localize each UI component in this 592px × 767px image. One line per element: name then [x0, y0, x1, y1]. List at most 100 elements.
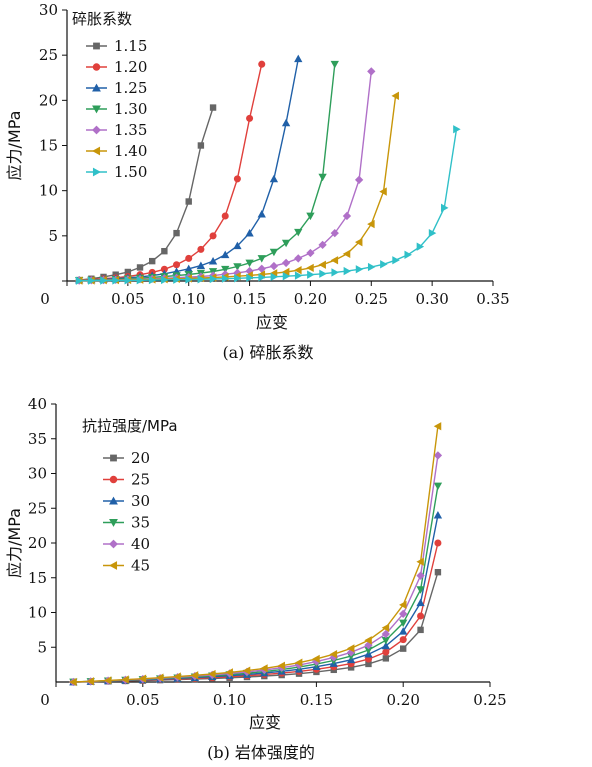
data-point [379, 187, 387, 196]
data-point [257, 209, 266, 218]
legend-entry: 30 [131, 492, 150, 510]
data-point [190, 671, 199, 680]
data-point [277, 661, 286, 670]
data-point [346, 652, 356, 661]
legend-marker [109, 496, 118, 505]
data-point [185, 198, 192, 205]
data-point [100, 276, 108, 285]
data-point [281, 267, 290, 277]
data-point [331, 268, 339, 277]
y-tick-label: 25 [28, 499, 47, 517]
legend-marker [92, 146, 101, 156]
data-point [417, 612, 425, 620]
data-point [417, 626, 424, 634]
data-point [416, 586, 425, 594]
data-point [354, 237, 363, 247]
data-point [399, 609, 408, 619]
data-point [367, 67, 376, 76]
legend-entry: 1.30 [114, 100, 147, 118]
x-tick-label: 0.05 [111, 290, 144, 308]
y-tick-label: 15 [39, 137, 58, 155]
data-point [124, 276, 133, 285]
legend-marker [92, 63, 101, 71]
data-point [399, 627, 408, 635]
data-point [185, 275, 193, 284]
data-point [270, 272, 279, 282]
data-point [428, 228, 437, 238]
data-point [221, 250, 230, 259]
chart-b: 0 0.05 0.10 0.15 0.20 0.25 5 10 15 20 25 30 35 40 应变 应力… [5, 395, 507, 762]
legend-marker [109, 475, 118, 484]
data-point [257, 264, 266, 273]
data-point [225, 668, 233, 677]
legend-marker [93, 42, 100, 50]
data-point [342, 249, 351, 259]
data-point [233, 263, 242, 271]
legend-entry: 1.35 [114, 121, 147, 139]
data-point [185, 254, 193, 262]
y-tick-label: 30 [28, 465, 47, 483]
data-point [173, 229, 180, 237]
legend-entry: 35 [131, 514, 150, 532]
data-point [294, 271, 303, 280]
data-point [184, 264, 193, 273]
data-point [234, 274, 242, 283]
data-point [88, 276, 96, 285]
x-tick-label: 0.15 [300, 691, 333, 709]
data-point [245, 259, 254, 268]
x-axis-title: 应变 [256, 313, 288, 332]
data-point [294, 254, 303, 263]
data-point [258, 273, 266, 282]
data-point [434, 539, 442, 547]
legend-marker [109, 561, 118, 570]
y-tick-label: 40 [28, 395, 47, 413]
data-point [364, 646, 373, 655]
legend-entry: 45 [131, 557, 150, 575]
data-point [124, 268, 132, 276]
data-point [400, 645, 407, 652]
data-point [160, 265, 168, 273]
legend-entry: 25 [131, 471, 150, 489]
chart-caption: (b) 岩体强度的 [207, 743, 315, 762]
data-point [294, 658, 303, 667]
data-point [103, 676, 112, 685]
data-point [121, 675, 129, 684]
legend-marker [110, 454, 117, 462]
data-point [399, 619, 408, 628]
data-point [173, 672, 181, 681]
data-point [86, 677, 95, 686]
data-point [149, 257, 156, 265]
legend-marker [92, 167, 101, 177]
data-point [209, 232, 217, 240]
data-point [364, 636, 372, 645]
data-point [258, 60, 266, 68]
data-point [246, 114, 254, 122]
data-point [269, 248, 279, 257]
data-point [233, 175, 241, 183]
data-point [381, 623, 390, 632]
data-point [221, 265, 230, 274]
data-point [269, 261, 279, 271]
data-point [381, 641, 390, 650]
data-point [148, 275, 157, 285]
data-point [399, 636, 407, 644]
data-point [306, 263, 314, 273]
series-line [79, 58, 299, 281]
data-point [136, 276, 145, 285]
x-tick-label: 0.20 [386, 691, 419, 709]
legend-marker [92, 125, 101, 135]
data-point [209, 274, 218, 284]
data-point [161, 247, 168, 255]
data-point [281, 239, 291, 248]
data-point [246, 273, 254, 282]
data-point [319, 269, 327, 278]
data-point [196, 261, 206, 269]
data-point [112, 276, 120, 285]
y-axis-title: 应力/MPa [5, 111, 24, 181]
data-point [355, 265, 364, 274]
data-point [392, 256, 400, 265]
legend-marker [92, 105, 101, 114]
y-tick-label: 5 [48, 227, 58, 245]
x-tick-label: 0 [40, 691, 50, 709]
